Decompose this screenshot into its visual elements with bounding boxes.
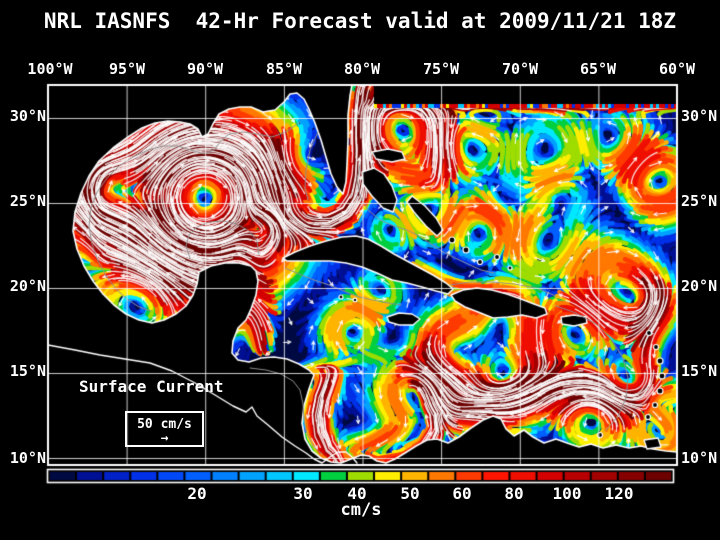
colorbar-unit: cm/s xyxy=(340,500,382,520)
axis-label-lon-85w: 85°W xyxy=(265,60,303,78)
axis-label-lat-left-15n: 15°N xyxy=(9,362,46,380)
colorbar-tick-30: 30 xyxy=(293,484,313,503)
axis-label-lon-100w: 100°W xyxy=(27,60,73,78)
colorbar-tick-60: 60 xyxy=(452,484,472,503)
axis-label-lat-left-20n: 20°N xyxy=(9,277,46,295)
colorbar-tick-100: 100 xyxy=(552,484,582,503)
axis-label-lon-75w: 75°W xyxy=(422,60,460,78)
axis-label-lat-right-30n: 30°N xyxy=(681,107,718,125)
axis-label-lon-70w: 70°W xyxy=(501,60,539,78)
colorbar-tick-20: 20 xyxy=(187,484,207,503)
colorbar-tick-40: 40 xyxy=(347,484,367,503)
colorbar-tick-80: 80 xyxy=(504,484,524,503)
axis-label-lat-left-30n: 30°N xyxy=(9,107,46,125)
colorbar-tick-50: 50 xyxy=(400,484,420,503)
axis-label-lon-90w: 90°W xyxy=(186,60,224,78)
axis-label-lat-left-25n: 25°N xyxy=(9,192,46,210)
axis-label-lat-left-10n: 10°N xyxy=(9,449,46,467)
axis-label-lat-right-25n: 25°N xyxy=(681,192,718,210)
scale-value: 50 cm/s xyxy=(137,417,192,432)
page-title: NRL IASNFS 42-Hr Forecast valid at 2009/… xyxy=(43,9,677,33)
scale-reference-box: 50 cm/s → xyxy=(125,411,204,447)
axis-label-lon-80w: 80°W xyxy=(343,60,381,78)
axis-label-lon-65w: 65°W xyxy=(579,60,617,78)
axis-label-lon-95w: 95°W xyxy=(108,60,146,78)
axis-label-lat-right-15n: 15°N xyxy=(681,362,718,380)
colorbar-tick-120: 120 xyxy=(604,484,634,503)
axis-label-lat-right-10n: 10°N xyxy=(681,449,718,467)
legend-title: Surface Current xyxy=(79,377,224,396)
axis-label-lat-right-20n: 20°N xyxy=(681,277,718,295)
right-arrow-icon: → xyxy=(160,431,169,446)
axis-label-lon-60w: 60°W xyxy=(658,60,696,78)
